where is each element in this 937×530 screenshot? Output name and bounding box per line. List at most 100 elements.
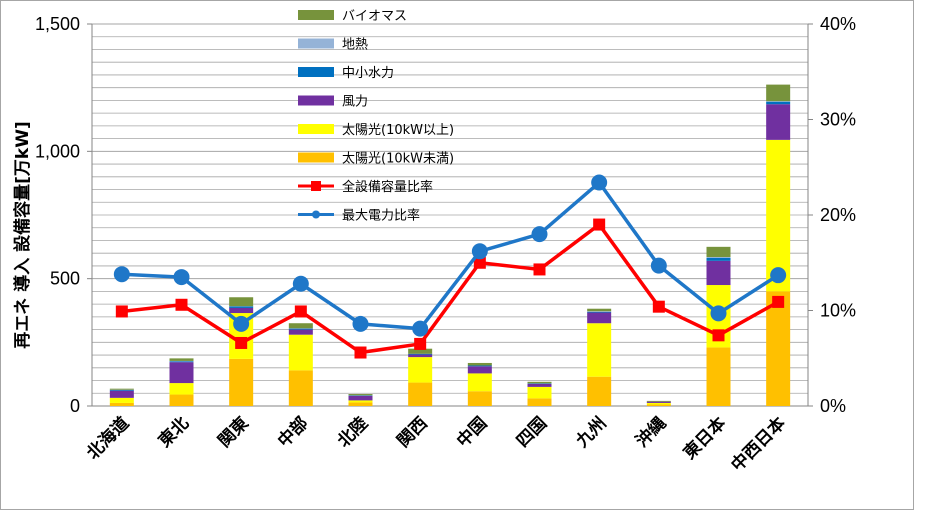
bar-segment <box>408 382 433 406</box>
bar-segment <box>229 306 254 308</box>
data-point <box>173 269 190 286</box>
bar-segment <box>288 323 313 329</box>
bar-segment <box>408 348 433 354</box>
bar-segment <box>288 370 313 406</box>
legend-swatch <box>298 10 334 20</box>
bar-segment <box>766 104 791 140</box>
bar-segment <box>467 373 492 392</box>
data-point <box>292 275 309 292</box>
data-point <box>412 320 429 337</box>
bar-segment <box>348 395 373 401</box>
legend-swatch <box>298 95 334 106</box>
bar-segment <box>109 389 134 391</box>
x-tick-label: 関西 <box>394 413 432 451</box>
bar-segment <box>408 357 433 383</box>
legend-label: 風力 <box>342 95 368 110</box>
bar-segment <box>109 390 134 398</box>
legend-marker <box>311 181 321 191</box>
bar-segment <box>646 400 671 402</box>
data-point <box>473 256 486 269</box>
data-point <box>294 305 307 318</box>
y-tick-label: 0 <box>70 396 80 416</box>
bar-series <box>109 101 791 396</box>
y-axis-title: 再エネ 導入 設備容量[万kW] <box>12 121 33 348</box>
legend-item: 風力 <box>298 95 368 110</box>
bar-segment <box>288 329 313 335</box>
bar-series <box>109 104 791 403</box>
legend-swatch <box>298 67 334 77</box>
bar-segment <box>169 383 194 395</box>
bar-segment <box>467 365 492 367</box>
gridlines <box>92 23 808 394</box>
bar-segment <box>646 404 671 406</box>
data-point <box>175 298 188 311</box>
bar-segment <box>587 311 612 313</box>
x-tick-label: 東北 <box>154 413 193 452</box>
data-point <box>533 263 546 276</box>
bar-segment <box>169 362 194 384</box>
data-point <box>591 174 608 191</box>
bar-segment <box>229 297 254 307</box>
line-series <box>113 174 787 337</box>
data-point <box>235 336 248 349</box>
data-point <box>710 305 727 322</box>
bar-segment <box>706 260 731 286</box>
x-tick-label: 九州 <box>572 413 611 452</box>
bar-segment <box>587 323 612 377</box>
bar-segment <box>288 334 313 371</box>
bar-segment <box>169 360 194 362</box>
legend-label: バイオマス <box>342 9 407 24</box>
data-point <box>770 267 787 284</box>
bar-segment <box>646 402 671 405</box>
chart-frame <box>0 0 914 510</box>
bar-segment <box>467 362 492 366</box>
bar-segment <box>587 308 612 312</box>
line-series <box>115 218 785 359</box>
data-point <box>531 226 548 243</box>
bar-segment <box>766 101 791 105</box>
data-point <box>593 218 606 231</box>
data-point <box>354 346 367 359</box>
bar-segment <box>587 376 612 406</box>
bar-segment <box>527 398 552 406</box>
data-point <box>652 300 665 313</box>
bar-series <box>109 84 791 402</box>
legend-item: 全設備容量比率 <box>298 179 433 195</box>
bar-segment <box>348 395 373 396</box>
y2-tick-label: 10% <box>820 301 856 321</box>
legend-marker <box>312 210 320 219</box>
bar-segment <box>706 257 731 258</box>
x-tick-label: 関東 <box>214 413 253 452</box>
bar-segment <box>109 397 134 403</box>
bar-segment <box>109 402 134 406</box>
y2-tick-label: 0% <box>820 396 846 416</box>
bar-segment <box>229 307 254 314</box>
bar-segment <box>646 401 671 403</box>
legend-item: 中小水力 <box>298 66 394 81</box>
legend-swatch <box>298 124 334 134</box>
legend-swatch <box>298 152 334 163</box>
bar-segment <box>766 139 791 292</box>
bar-segment <box>348 394 373 396</box>
legend-item: 地熱 <box>298 38 368 53</box>
legend-item: 太陽光(10kW未満) <box>298 152 454 167</box>
x-tick-label: 北陸 <box>333 413 372 452</box>
bar-segment <box>169 394 194 406</box>
legend-swatch <box>298 38 334 49</box>
legend-label: 太陽光(10kW未満) <box>342 152 454 167</box>
legend-label: 地熱 <box>342 38 368 53</box>
bar-segment <box>587 311 612 312</box>
y2-tick-label: 20% <box>820 205 856 225</box>
data-point <box>414 337 427 350</box>
legend-item: 太陽光(10kW以上) <box>298 123 454 138</box>
y-tick-label: 1,500 <box>35 14 80 34</box>
bar-segment <box>408 353 433 355</box>
x-tick-label: 中部 <box>273 413 312 452</box>
bar-segment <box>706 347 731 406</box>
bar-segment <box>229 358 254 406</box>
bar-segment <box>348 400 373 403</box>
y-tick-label: 1,000 <box>35 141 80 161</box>
x-tick-label: 北海道 <box>82 413 133 464</box>
